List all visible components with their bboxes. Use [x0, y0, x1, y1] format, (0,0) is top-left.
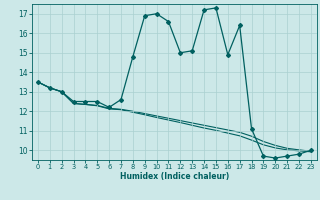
- X-axis label: Humidex (Indice chaleur): Humidex (Indice chaleur): [120, 172, 229, 181]
